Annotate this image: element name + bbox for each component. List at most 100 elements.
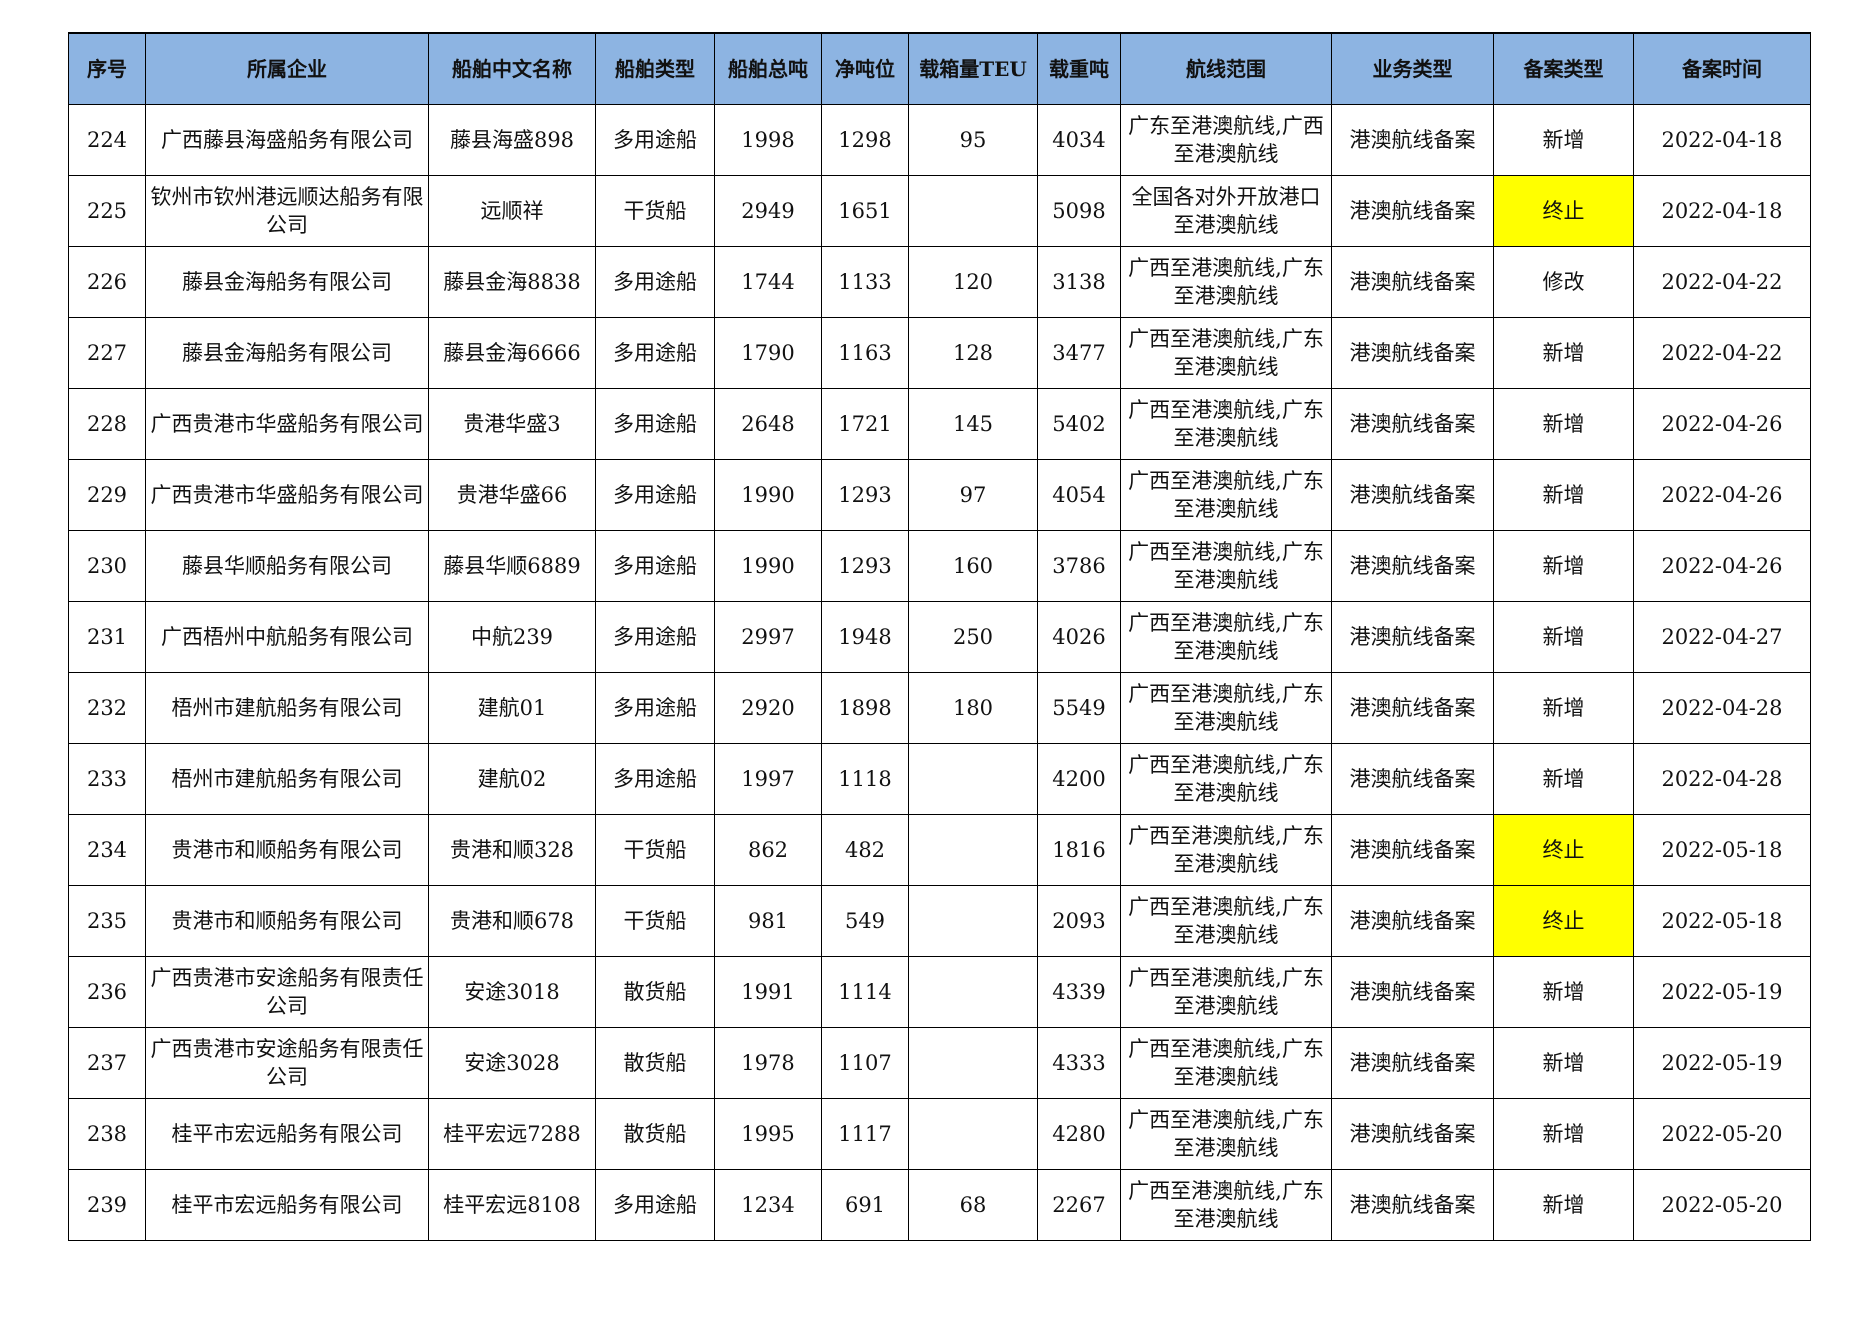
cell-filing-date: 2022-04-18: [1633, 104, 1811, 176]
cell-ship-type: 多用途船: [595, 530, 715, 602]
cell-business-type: 港澳航线备案: [1331, 459, 1494, 531]
cell-route-scope: 广西至港澳航线,广东至港澳航线: [1120, 743, 1332, 815]
cell-company: 桂平市宏远船务有限公司: [145, 1098, 429, 1170]
cell-filing-date: 2022-04-26: [1633, 530, 1811, 602]
cell-company: 藤县华顺船务有限公司: [145, 530, 429, 602]
cell-filing-type: 新增: [1493, 672, 1634, 744]
cell-index: 226: [68, 246, 146, 318]
cell-deadweight: 5098: [1037, 175, 1121, 247]
cell-gross-tonnage: 2920: [714, 672, 822, 744]
cell-teu-capacity: 68: [908, 1169, 1038, 1241]
cell-net-tonnage: 482: [821, 814, 909, 886]
cell-teu-capacity: [908, 743, 1038, 815]
cell-business-type: 港澳航线备案: [1331, 317, 1494, 389]
cell-ship-type: 干货船: [595, 175, 715, 247]
cell-net-tonnage: 691: [821, 1169, 909, 1241]
table-row: 233 梧州市建航船务有限公司 建航02 多用途船 1997 1118 4200 广西至港澳航…: [68, 743, 1811, 815]
cell-route-scope: 广西至港澳航线,广东至港澳航线: [1120, 530, 1332, 602]
cell-business-type: 港澳航线备案: [1331, 388, 1494, 460]
cell-index: 236: [68, 956, 146, 1028]
cell-filing-date: 2022-05-18: [1633, 814, 1811, 886]
cell-ship-name: 远顺祥: [428, 175, 596, 247]
cell-ship-name: 安途3018: [428, 956, 596, 1028]
cell-route-scope: 广东至港澳航线,广西至港澳航线: [1120, 104, 1332, 176]
cell-route-scope: 广西至港澳航线,广东至港澳航线: [1120, 672, 1332, 744]
cell-teu-capacity: [908, 1027, 1038, 1099]
cell-index: 233: [68, 743, 146, 815]
cell-index: 229: [68, 459, 146, 531]
cell-filing-type: 终止: [1493, 885, 1634, 957]
cell-net-tonnage: 1163: [821, 317, 909, 389]
cell-deadweight: 5402: [1037, 388, 1121, 460]
cell-ship-name: 安途3028: [428, 1027, 596, 1099]
cell-ship-name: 中航239: [428, 601, 596, 673]
cell-route-scope: 广西至港澳航线,广东至港澳航线: [1120, 317, 1332, 389]
cell-gross-tonnage: 1978: [714, 1027, 822, 1099]
cell-teu-capacity: 128: [908, 317, 1038, 389]
table-row: 228 广西贵港市华盛船务有限公司 贵港华盛3 多用途船 2648 1721 145 5402…: [68, 388, 1811, 460]
cell-gross-tonnage: 1995: [714, 1098, 822, 1170]
cell-deadweight: 4026: [1037, 601, 1121, 673]
table-row: 231 广西梧州中航船务有限公司 中航239 多用途船 2997 1948 250 4026 广…: [68, 601, 1811, 673]
cell-route-scope: 广西至港澳航线,广东至港澳航线: [1120, 1098, 1332, 1170]
cell-ship-type: 多用途船: [595, 743, 715, 815]
cell-business-type: 港澳航线备案: [1331, 104, 1494, 176]
cell-company: 广西贵港市安途船务有限责任公司: [145, 956, 429, 1028]
table-row: 229 广西贵港市华盛船务有限公司 贵港华盛66 多用途船 1990 1293 97 4054…: [68, 459, 1811, 531]
table-row: 236 广西贵港市安途船务有限责任公司 安途3018 散货船 1991 1114 4339 广…: [68, 956, 1811, 1028]
cell-teu-capacity: 95: [908, 104, 1038, 176]
cell-gross-tonnage: 1997: [714, 743, 822, 815]
cell-filing-type: 新增: [1493, 104, 1634, 176]
cell-index: 230: [68, 530, 146, 602]
cell-net-tonnage: 1721: [821, 388, 909, 460]
cell-filing-date: 2022-05-20: [1633, 1169, 1811, 1241]
cell-filing-date: 2022-05-20: [1633, 1098, 1811, 1170]
cell-ship-type: 多用途船: [595, 672, 715, 744]
cell-company: 广西贵港市华盛船务有限公司: [145, 388, 429, 460]
cell-company: 桂平市宏远船务有限公司: [145, 1169, 429, 1241]
table-row: 237 广西贵港市安途船务有限责任公司 安途3028 散货船 1978 1107 4333 广…: [68, 1027, 1811, 1099]
cell-filing-type: 新增: [1493, 317, 1634, 389]
cell-index: 238: [68, 1098, 146, 1170]
cell-net-tonnage: 1117: [821, 1098, 909, 1170]
cell-net-tonnage: 1298: [821, 104, 909, 176]
cell-index: 237: [68, 1027, 146, 1099]
cell-company: 梧州市建航船务有限公司: [145, 672, 429, 744]
cell-filing-type: 新增: [1493, 388, 1634, 460]
cell-route-scope: 广西至港澳航线,广东至港澳航线: [1120, 388, 1332, 460]
cell-teu-capacity: [908, 956, 1038, 1028]
cell-ship-name: 桂平宏远7288: [428, 1098, 596, 1170]
table-row: 232 梧州市建航船务有限公司 建航01 多用途船 2920 1898 180 5549 广西至…: [68, 672, 1811, 744]
cell-ship-type: 散货船: [595, 1098, 715, 1170]
cell-teu-capacity: [908, 885, 1038, 957]
cell-route-scope: 广西至港澳航线,广东至港澳航线: [1120, 1169, 1332, 1241]
cell-ship-name: 贵港华盛3: [428, 388, 596, 460]
cell-filing-type: 新增: [1493, 743, 1634, 815]
cell-index: 235: [68, 885, 146, 957]
header-deadweight: 载重吨: [1037, 32, 1121, 105]
cell-business-type: 港澳航线备案: [1331, 530, 1494, 602]
cell-index: 239: [68, 1169, 146, 1241]
cell-route-scope: 广西至港澳航线,广东至港澳航线: [1120, 246, 1332, 318]
cell-gross-tonnage: 1990: [714, 459, 822, 531]
cell-company: 贵港市和顺船务有限公司: [145, 814, 429, 886]
cell-ship-name: 藤县金海8838: [428, 246, 596, 318]
cell-business-type: 港澳航线备案: [1331, 814, 1494, 886]
cell-index: 227: [68, 317, 146, 389]
cell-index: 224: [68, 104, 146, 176]
table-row: 235 贵港市和顺船务有限公司 贵港和顺678 干货船 981 549 2093 广西至港澳航…: [68, 885, 1811, 957]
cell-teu-capacity: [908, 175, 1038, 247]
cell-filing-date: 2022-04-26: [1633, 388, 1811, 460]
header-filing-type: 备案类型: [1493, 32, 1634, 105]
cell-teu-capacity: [908, 814, 1038, 886]
cell-ship-name: 贵港和顺678: [428, 885, 596, 957]
table-row: 227 藤县金海船务有限公司 藤县金海6666 多用途船 1790 1163 128 3477…: [68, 317, 1811, 389]
cell-company: 贵港市和顺船务有限公司: [145, 885, 429, 957]
cell-gross-tonnage: 1234: [714, 1169, 822, 1241]
cell-route-scope: 广西至港澳航线,广东至港澳航线: [1120, 1027, 1332, 1099]
cell-company: 广西梧州中航船务有限公司: [145, 601, 429, 673]
cell-business-type: 港澳航线备案: [1331, 956, 1494, 1028]
table-row: 238 桂平市宏远船务有限公司 桂平宏远7288 散货船 1995 1117 4280 广西至…: [68, 1098, 1811, 1170]
cell-teu-capacity: 160: [908, 530, 1038, 602]
cell-route-scope: 广西至港澳航线,广东至港澳航线: [1120, 956, 1332, 1028]
